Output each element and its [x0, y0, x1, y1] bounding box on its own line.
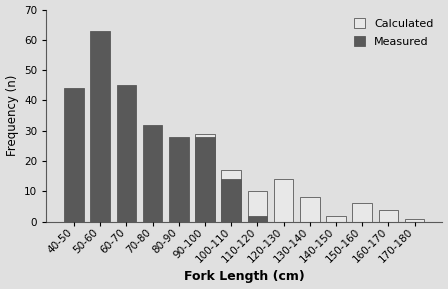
- Bar: [195, 137, 215, 222]
- Bar: [116, 85, 136, 222]
- Bar: [274, 179, 293, 222]
- Bar: [195, 134, 215, 222]
- Bar: [221, 179, 241, 222]
- Bar: [90, 31, 110, 222]
- Bar: [248, 191, 267, 222]
- Bar: [248, 216, 267, 222]
- Bar: [379, 210, 398, 222]
- Bar: [143, 125, 163, 222]
- Bar: [64, 88, 84, 222]
- Bar: [326, 216, 346, 222]
- Legend: Calculated, Measured: Calculated, Measured: [351, 15, 437, 50]
- X-axis label: Fork Length (cm): Fork Length (cm): [184, 271, 305, 284]
- Bar: [300, 197, 320, 222]
- Bar: [405, 219, 424, 222]
- Bar: [169, 137, 189, 222]
- Y-axis label: Frequency (n): Frequency (n): [5, 75, 18, 156]
- Bar: [353, 203, 372, 222]
- Bar: [221, 170, 241, 222]
